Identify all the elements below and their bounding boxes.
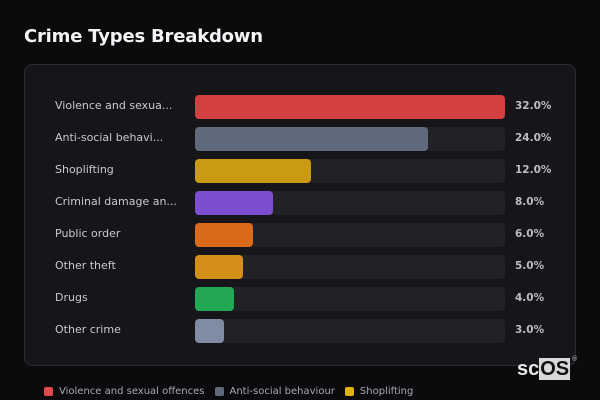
bar-fill[interactable] <box>195 287 234 311</box>
legend-item[interactable]: Violence and sexual offences <box>44 386 205 397</box>
bar-row: Anti-social behavi... 24.0% <box>25 127 575 151</box>
bar-label: Other crime <box>55 323 121 336</box>
legend-swatch <box>344 387 354 396</box>
bar-value: 6.0% <box>515 228 545 240</box>
bar-row: Drugs 4.0% <box>25 287 575 311</box>
bar-value: 32.0% <box>515 100 552 112</box>
bar-track <box>195 255 505 279</box>
bar-label: Drugs <box>55 291 88 304</box>
bar-fill[interactable] <box>195 223 254 247</box>
bar-value: 8.0% <box>515 196 545 208</box>
legend-label: Anti-social behaviour <box>229 386 335 397</box>
bar-track <box>195 223 505 247</box>
bar-track <box>195 95 505 119</box>
bar-label: Other theft <box>55 259 116 272</box>
legend-label: Violence and sexual offences <box>59 386 205 397</box>
bar-row: Criminal damage an... 8.0% <box>25 191 575 215</box>
logo-text-sc: sc <box>517 358 540 380</box>
legend: Violence and sexual offences Anti-social … <box>44 386 413 397</box>
bar-value: 24.0% <box>515 132 552 144</box>
legend-swatch <box>44 387 53 396</box>
bar-row: Other theft 5.0% <box>25 255 575 279</box>
bar-label: Violence and sexua... <box>55 99 173 112</box>
legend-label: Shoplifting <box>359 386 414 397</box>
legend-swatch <box>214 387 224 396</box>
bar-track <box>195 127 505 151</box>
bar-row: Other crime 3.0% <box>25 319 575 343</box>
registered-icon: ® <box>571 356 578 363</box>
bar-fill[interactable] <box>195 191 273 215</box>
bar-track <box>195 287 505 311</box>
bar-row: Public order 6.0% <box>25 223 575 247</box>
bar-row: Violence and sexua... 32.0% <box>25 95 575 119</box>
bar-fill[interactable] <box>195 255 244 279</box>
bar-fill[interactable] <box>195 319 225 343</box>
bar-label: Criminal damage an... <box>55 195 177 208</box>
bar-row: Shoplifting 12.0% <box>25 159 575 183</box>
bar-track <box>195 191 505 215</box>
bar-track <box>195 319 505 343</box>
bar-value: 3.0% <box>515 324 545 336</box>
chart-title: Crime Types Breakdown <box>24 26 263 47</box>
chart-card: Violence and sexua... 32.0% Anti-social be… <box>24 64 576 366</box>
bar-fill[interactable] <box>195 127 428 151</box>
bar-label: Anti-social behavi... <box>55 131 164 144</box>
bar-label: Public order <box>55 227 121 240</box>
scos-logo: scOS ® <box>517 356 577 381</box>
bar-value: 5.0% <box>515 260 545 272</box>
bar-fill[interactable] <box>195 159 312 183</box>
legend-item[interactable]: Anti-social behaviour <box>214 386 335 397</box>
bar-value: 4.0% <box>515 292 545 304</box>
bar-value: 12.0% <box>515 164 552 176</box>
bar-label: Shoplifting <box>55 163 114 176</box>
bar-fill[interactable] <box>195 95 505 119</box>
logo-text-os: OS <box>539 358 571 380</box>
legend-item[interactable]: Shoplifting <box>344 386 414 397</box>
bar-track <box>195 159 505 183</box>
